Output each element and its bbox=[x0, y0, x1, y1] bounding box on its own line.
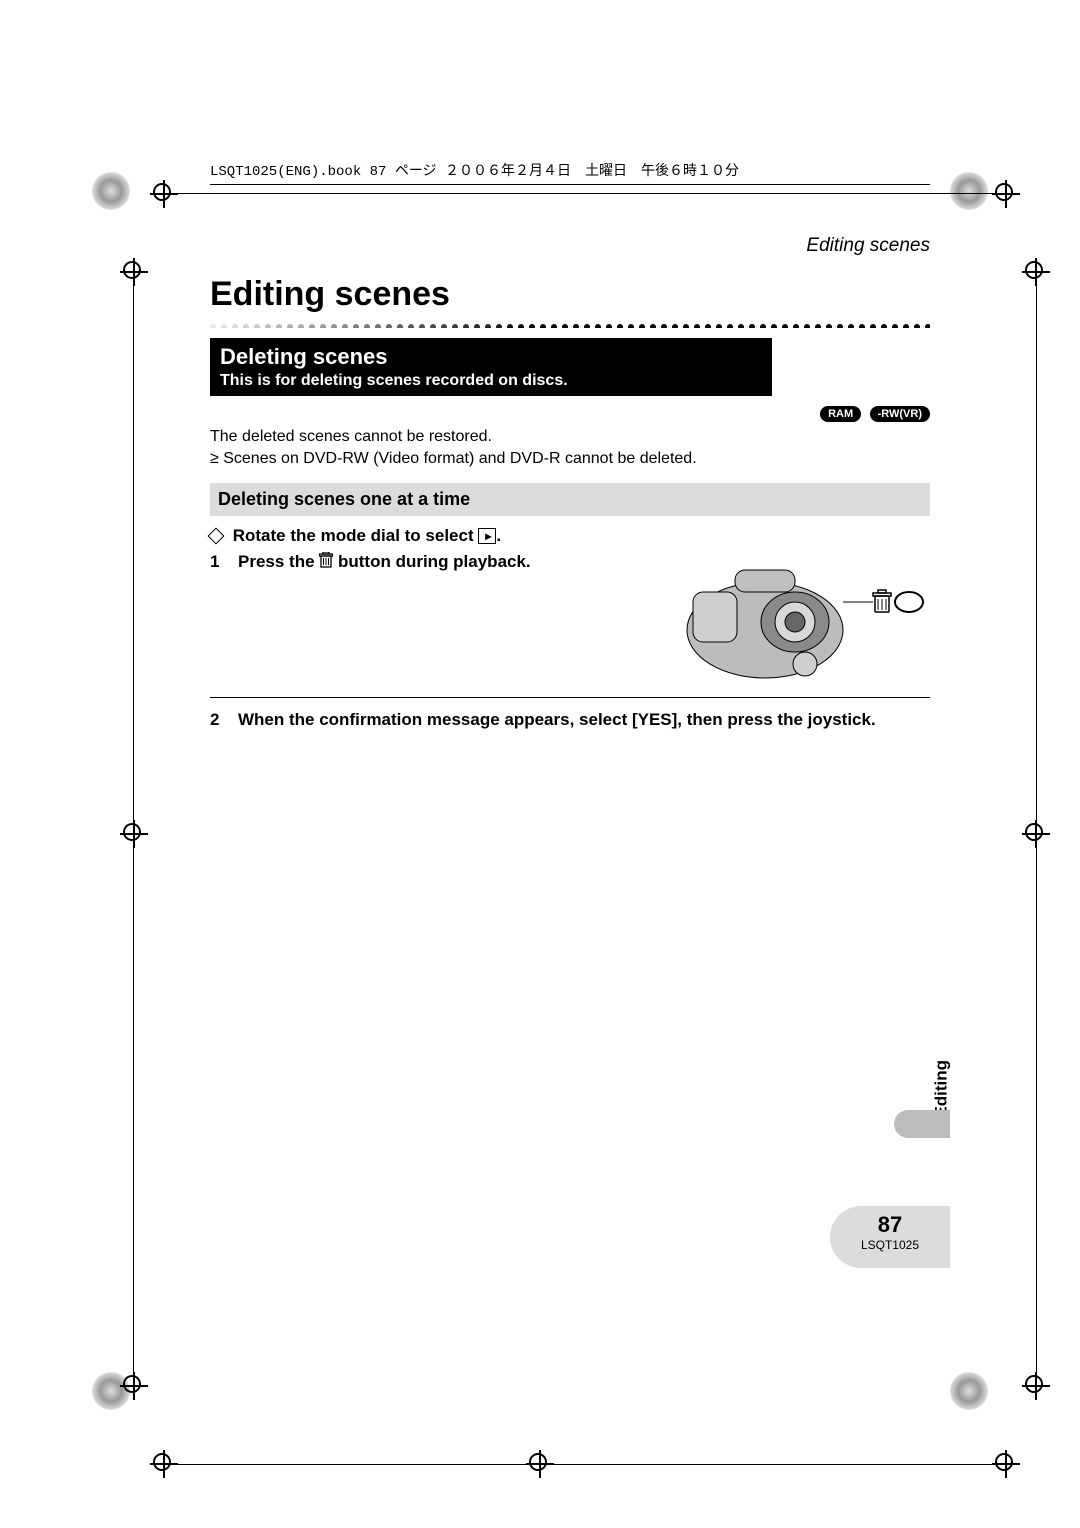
badge-rwvr: -RW(VR) bbox=[870, 406, 930, 422]
subsection-heading: Deleting scenes one at a time bbox=[210, 483, 930, 516]
section-heading-subtitle: This is for deleting scenes recorded on … bbox=[220, 372, 762, 390]
precondition-line: Rotate the mode dial to select ▸. bbox=[210, 526, 930, 546]
step-2-text: When the confirmation message appears, s… bbox=[238, 710, 930, 730]
doc-code: LSQT1025 bbox=[830, 1238, 950, 1252]
badge-ram: RAM bbox=[820, 406, 861, 422]
warning-text: The deleted scenes cannot be restored. bbox=[210, 426, 930, 448]
registration-mark-icon bbox=[1022, 1372, 1050, 1400]
page-title: Editing scenes bbox=[210, 275, 930, 314]
step-1: 1 Press the button during playback. bbox=[210, 552, 660, 573]
step-1-text: Press the button during playback. bbox=[238, 552, 660, 573]
step-number: 2 bbox=[210, 710, 226, 730]
step-number: 1 bbox=[210, 552, 226, 572]
registration-mark-icon bbox=[992, 180, 1020, 208]
page-number: 87 bbox=[830, 1212, 950, 1238]
section-tab-block bbox=[894, 1110, 950, 1138]
source-header: LSQT1025(ENG).book 87 ページ ２００６年２月４日 土曜日 … bbox=[210, 160, 930, 185]
divider bbox=[210, 697, 930, 698]
format-badges: RAM -RW(VR) bbox=[210, 404, 930, 422]
section-tab: Editing bbox=[932, 1060, 952, 1118]
playback-mode-icon: ▸ bbox=[478, 528, 496, 544]
crop-line bbox=[1036, 284, 1037, 1376]
registration-mark-icon bbox=[150, 1450, 178, 1478]
dotted-rule bbox=[210, 318, 930, 328]
registration-mark-icon bbox=[1022, 258, 1050, 286]
page-number-box: 87 LSQT1025 bbox=[830, 1206, 950, 1268]
camera-illustration bbox=[670, 552, 930, 697]
step-2: 2 When the confirmation message appears,… bbox=[210, 710, 930, 730]
page-content: LSQT1025(ENG).book 87 ページ ２００６年２月４日 土曜日 … bbox=[100, 160, 980, 1428]
camcorder-icon bbox=[675, 552, 925, 692]
registration-mark-icon bbox=[992, 1450, 1020, 1478]
diamond-icon bbox=[208, 528, 225, 545]
section-heading-title: Deleting scenes bbox=[220, 344, 762, 370]
precondition-text: Rotate the mode dial to select bbox=[233, 526, 474, 545]
trash-icon bbox=[319, 552, 333, 573]
note-bullet: ≥ Scenes on DVD-RW (Video format) and DV… bbox=[210, 448, 930, 470]
running-head: Editing scenes bbox=[210, 235, 930, 257]
crop-line bbox=[176, 1464, 994, 1465]
section-heading: Deleting scenes This is for deleting sce… bbox=[210, 338, 772, 396]
